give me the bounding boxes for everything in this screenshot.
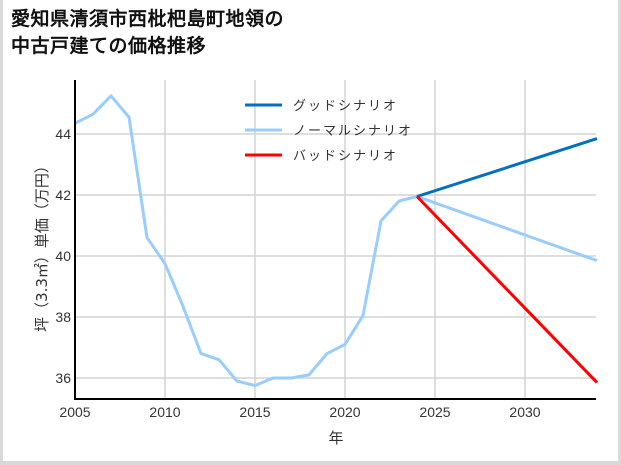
x-tick-label: 2010 bbox=[149, 404, 180, 420]
series-line bbox=[416, 137, 598, 198]
y-tick-label: 40 bbox=[55, 248, 71, 264]
x-tick-label: 2030 bbox=[509, 404, 540, 420]
series-line bbox=[74, 94, 598, 388]
x-tick-label: 2025 bbox=[419, 404, 450, 420]
series-lines bbox=[74, 94, 599, 388]
y-tick-label: 36 bbox=[55, 370, 71, 386]
chart-title: 愛知県清須市西枇杷島町地領の 中古戸建ての価格推移 bbox=[11, 6, 284, 60]
title-line-1: 愛知県清須市西枇杷島町地領の bbox=[11, 8, 285, 30]
legend-label: ノーマルシナリオ bbox=[293, 124, 413, 139]
title-line-2: 中古戸建ての価格推移 bbox=[11, 35, 207, 57]
axes bbox=[74, 80, 596, 400]
tick-labels: 2005 2010 2015 2020 2025 2030 36 38 40 42 44 bbox=[55, 126, 540, 420]
y-axis-label: 坪（3.3㎡）単価（万円） bbox=[33, 158, 51, 332]
x-axis-label: 年 bbox=[328, 429, 343, 447]
y-tick-label: 42 bbox=[55, 187, 71, 203]
x-tick-label: 2020 bbox=[329, 404, 360, 420]
y-tick-label: 44 bbox=[55, 126, 71, 142]
y-tick-label: 38 bbox=[55, 309, 71, 325]
series-line bbox=[415, 195, 599, 384]
legend-label: グッドシナリオ bbox=[293, 99, 398, 114]
x-tick-label: 2005 bbox=[59, 404, 90, 420]
x-tick-label: 2015 bbox=[239, 404, 270, 420]
gridlines bbox=[75, 80, 596, 399]
legend-label: バッドシナリオ bbox=[293, 149, 398, 164]
